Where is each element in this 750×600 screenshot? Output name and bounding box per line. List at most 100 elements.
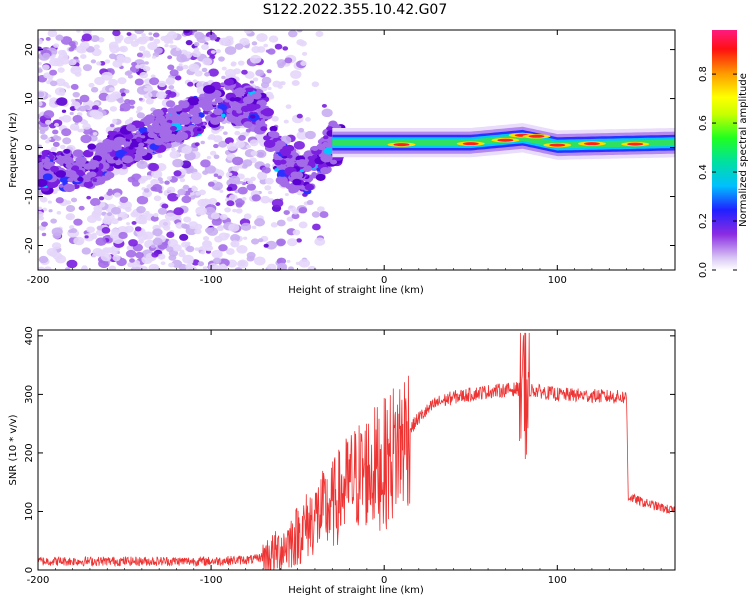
heat-blob [56,97,68,106]
y-tick-label: 400 [24,326,35,345]
heat-blob [47,30,58,38]
heat-blob [119,196,129,203]
heat-blob [138,145,143,149]
heat-blob [88,82,95,88]
heat-blob [187,147,193,152]
heat-blob [186,245,195,253]
heat-blob [62,137,72,145]
heat-blob [40,134,48,140]
heat-blob [81,247,91,255]
heat-blob [49,80,58,87]
heat-blob [218,140,228,148]
heat-blob [320,166,331,175]
heat-blob [215,202,221,206]
y-tick-label: 0 [24,567,35,573]
heat-blob [106,190,113,196]
heat-blob [128,146,134,150]
heat-blob [228,175,241,185]
heat-blob [109,123,115,128]
heat-blob [231,165,240,172]
heat-blob [103,260,109,266]
heat-blob [255,69,265,77]
heat-blob [59,144,66,150]
heat-blob [121,215,127,219]
heat-blob [296,130,309,140]
heat-blob [183,216,192,223]
heat-blob [173,207,184,216]
heat-blob [135,64,141,69]
heat-blob [263,139,276,149]
heat-blob [224,207,231,213]
heat-blob [102,217,112,225]
heat-blob [271,198,284,208]
heat-blob [257,238,264,243]
heat-blob [70,228,78,234]
heat-blob [108,78,118,87]
x-tick-label: 0 [381,275,387,286]
heat-blob [128,239,138,247]
heat-blob [201,198,208,204]
heat-blob [47,137,52,141]
heat-blob [175,131,189,141]
heat-blob [148,162,160,172]
heat-blob [194,228,202,235]
heat-blob [164,180,170,185]
heat-blob [321,103,327,108]
heat-blob [145,98,154,105]
heat-blob [105,94,117,103]
heat-blob [80,134,92,144]
heat-blob [298,221,308,229]
heat-blob [237,186,248,195]
heat-blob [260,195,271,204]
heat-blob [62,81,69,87]
heat-blob [269,125,278,132]
heat-blob [191,186,198,192]
heat-blob [210,212,220,220]
heat-hotspot [462,142,479,146]
heat-blob [38,211,44,218]
heat-blob [67,177,74,183]
heat-blob [273,140,286,150]
heat-blob [298,127,305,133]
heat-blob [263,135,271,141]
heat-blob [125,124,136,132]
heat-blob [119,45,128,53]
heat-blob [73,126,80,131]
heat-blob [251,238,260,245]
heat-blob [50,165,59,173]
colorbar-tick-label: 0.2 [698,213,709,229]
heat-blob [152,228,163,237]
heat-blob [162,109,168,113]
heat-blob [200,250,206,255]
heat-blob [179,178,186,183]
heat-blob [315,30,324,37]
heat-blob [214,235,223,243]
heat-blob [110,228,120,235]
heat-blob [44,119,52,125]
colorbar-tick-label: 0.4 [698,164,709,180]
heat-blob [222,37,234,47]
heat-blob [202,236,210,241]
heat-blob [82,123,91,130]
heat-blob [138,46,146,52]
heat-blob [70,165,80,172]
heat-blob [256,33,268,42]
heat-blob [302,165,312,172]
heat-blob [188,63,200,73]
heat-blob [72,114,83,123]
heat-blob [136,52,143,58]
heat-blob [195,206,207,216]
heat-blob [267,48,276,55]
heat-blob [70,83,79,90]
heat-blob [101,226,111,234]
snr-frame [37,329,676,571]
heat-blob [215,49,221,54]
heat-blob [239,37,250,46]
heat-blob [117,77,127,85]
heat-blob [274,168,280,172]
heat-blob [260,119,266,123]
heat-blob [147,42,158,51]
heat-blob [90,86,99,93]
heat-blob [65,204,76,213]
